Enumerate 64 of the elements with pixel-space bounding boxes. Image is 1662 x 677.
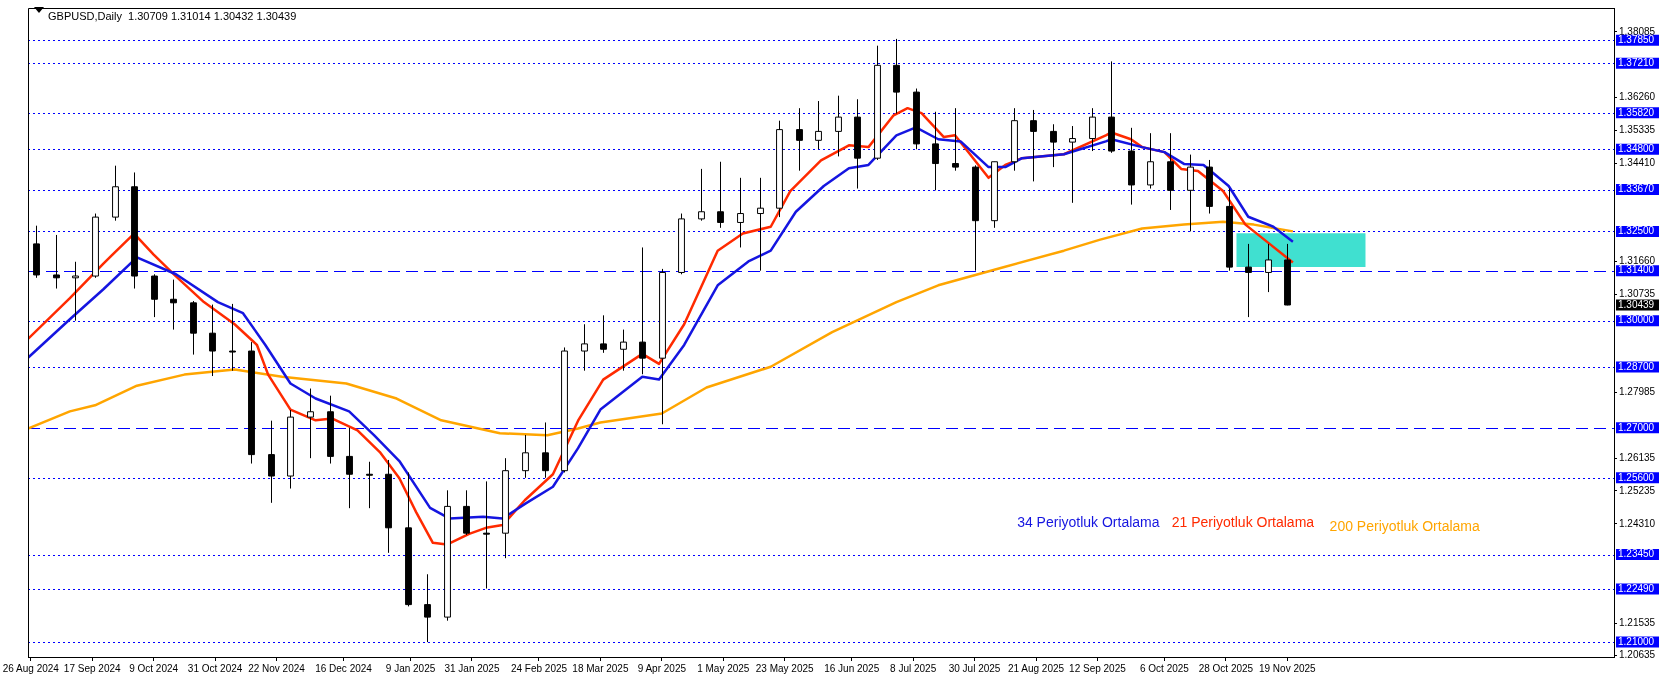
x-tick-label: 21 Aug 2025 <box>1007 662 1065 674</box>
x-tick-label: 30 Jul 2025 <box>948 662 1001 674</box>
candlestick <box>600 314 607 354</box>
candlestick <box>1265 243 1272 293</box>
ref-line-label: 1.37210 <box>1618 56 1655 68</box>
x-tick-label: 8 Jul 2025 <box>890 662 937 674</box>
x-tick-label: 1 May 2025 <box>697 662 750 674</box>
y-tick-label: 1.26135 <box>1619 452 1656 464</box>
x-tick-label: 22 Nov 2024 <box>248 662 306 674</box>
x-tick-label: 23 May 2025 <box>755 662 815 674</box>
candlestick <box>307 388 314 459</box>
ref-line-label: 1.27000 <box>1618 421 1655 433</box>
candlestick <box>424 573 431 643</box>
text: 200 Periyotluk Ortalama <box>1329 518 1480 535</box>
ref-line-label: 1.32500 <box>1618 225 1655 237</box>
x-tick-label: 18 Mar 2025 <box>572 662 629 674</box>
x-tick-label: 31 Oct 2024 <box>187 662 243 674</box>
ref-line-label: 1.35820 <box>1618 106 1655 118</box>
x-tick-label: 26 Aug 2024 <box>2 662 60 674</box>
x-tick-label: 16 Jun 2025 <box>824 662 880 674</box>
x-tick-label: 16 Dec 2024 <box>315 662 373 674</box>
candlestick <box>1069 125 1076 204</box>
chart-title: GBPUSD,Daily 1.30709 1.31014 1.30432 1.30439 <box>48 10 297 23</box>
ref-line-label: 1.23450 <box>1618 548 1655 560</box>
candlestick <box>737 177 744 248</box>
ref-line-label: 1.25600 <box>1618 471 1655 483</box>
ref-line-label: 1.21000 <box>1618 635 1655 647</box>
x-tick-label: 24 Feb 2025 <box>510 662 568 674</box>
y-tick-label: 1.24310 <box>1619 517 1656 529</box>
ref-line-label: 1.28700 <box>1618 360 1655 372</box>
x-tick-label: 9 Oct 2024 <box>129 662 179 674</box>
y-tick-label: 1.21535 <box>1619 616 1656 628</box>
x-tick-label: 9 Jan 2025 <box>385 662 436 674</box>
candlestick <box>581 323 588 372</box>
candlestick <box>1030 109 1037 182</box>
x-tick-label: 6 Oct 2025 <box>1139 662 1190 674</box>
ref-line-label: 1.22490 <box>1618 582 1655 594</box>
text: 1.30439 <box>1618 298 1655 310</box>
x-tick-label: 31 Jan 2025 <box>444 662 500 674</box>
y-tick-label: 1.27985 <box>1619 386 1656 398</box>
ref-line-label: 1.34800 <box>1618 143 1655 154</box>
x-tick-label: 12 Sep 2025 <box>1069 662 1127 674</box>
x-tick-label: 9 Apr 2025 <box>637 662 687 674</box>
x-tick-label: 17 Sep 2024 <box>63 662 122 674</box>
ref-line-label: 1.30000 <box>1618 314 1655 326</box>
x-tick-label: 28 Oct 2025 <box>1198 662 1254 674</box>
candlestick <box>268 420 275 504</box>
text: 34 Periyotluk Ortalama <box>1017 514 1160 531</box>
x-tick-label: 19 Nov 2025 <box>1258 662 1317 674</box>
y-tick-label: 1.38085 <box>1619 25 1656 37</box>
candlestick <box>952 107 959 172</box>
y-tick-label: 1.20635 <box>1619 648 1656 660</box>
y-tick-label: 1.31660 <box>1619 255 1656 267</box>
y-tick-label: 1.30735 <box>1619 288 1656 300</box>
y-tick-label: 1.34410 <box>1619 156 1656 168</box>
ref-line-label: 1.31400 <box>1618 264 1655 276</box>
candlestick <box>717 161 724 229</box>
ref-line-label: 1.37850 <box>1618 34 1655 46</box>
y-tick-label: 1.25235 <box>1619 484 1656 496</box>
candlestick <box>796 107 803 172</box>
text: 21 Periyotluk Ortalama <box>1171 514 1315 531</box>
y-tick-label: 1.36260 <box>1619 90 1656 102</box>
ref-line-label: 1.33670 <box>1618 183 1655 195</box>
y-tick-label: 1.35335 <box>1619 123 1656 135</box>
